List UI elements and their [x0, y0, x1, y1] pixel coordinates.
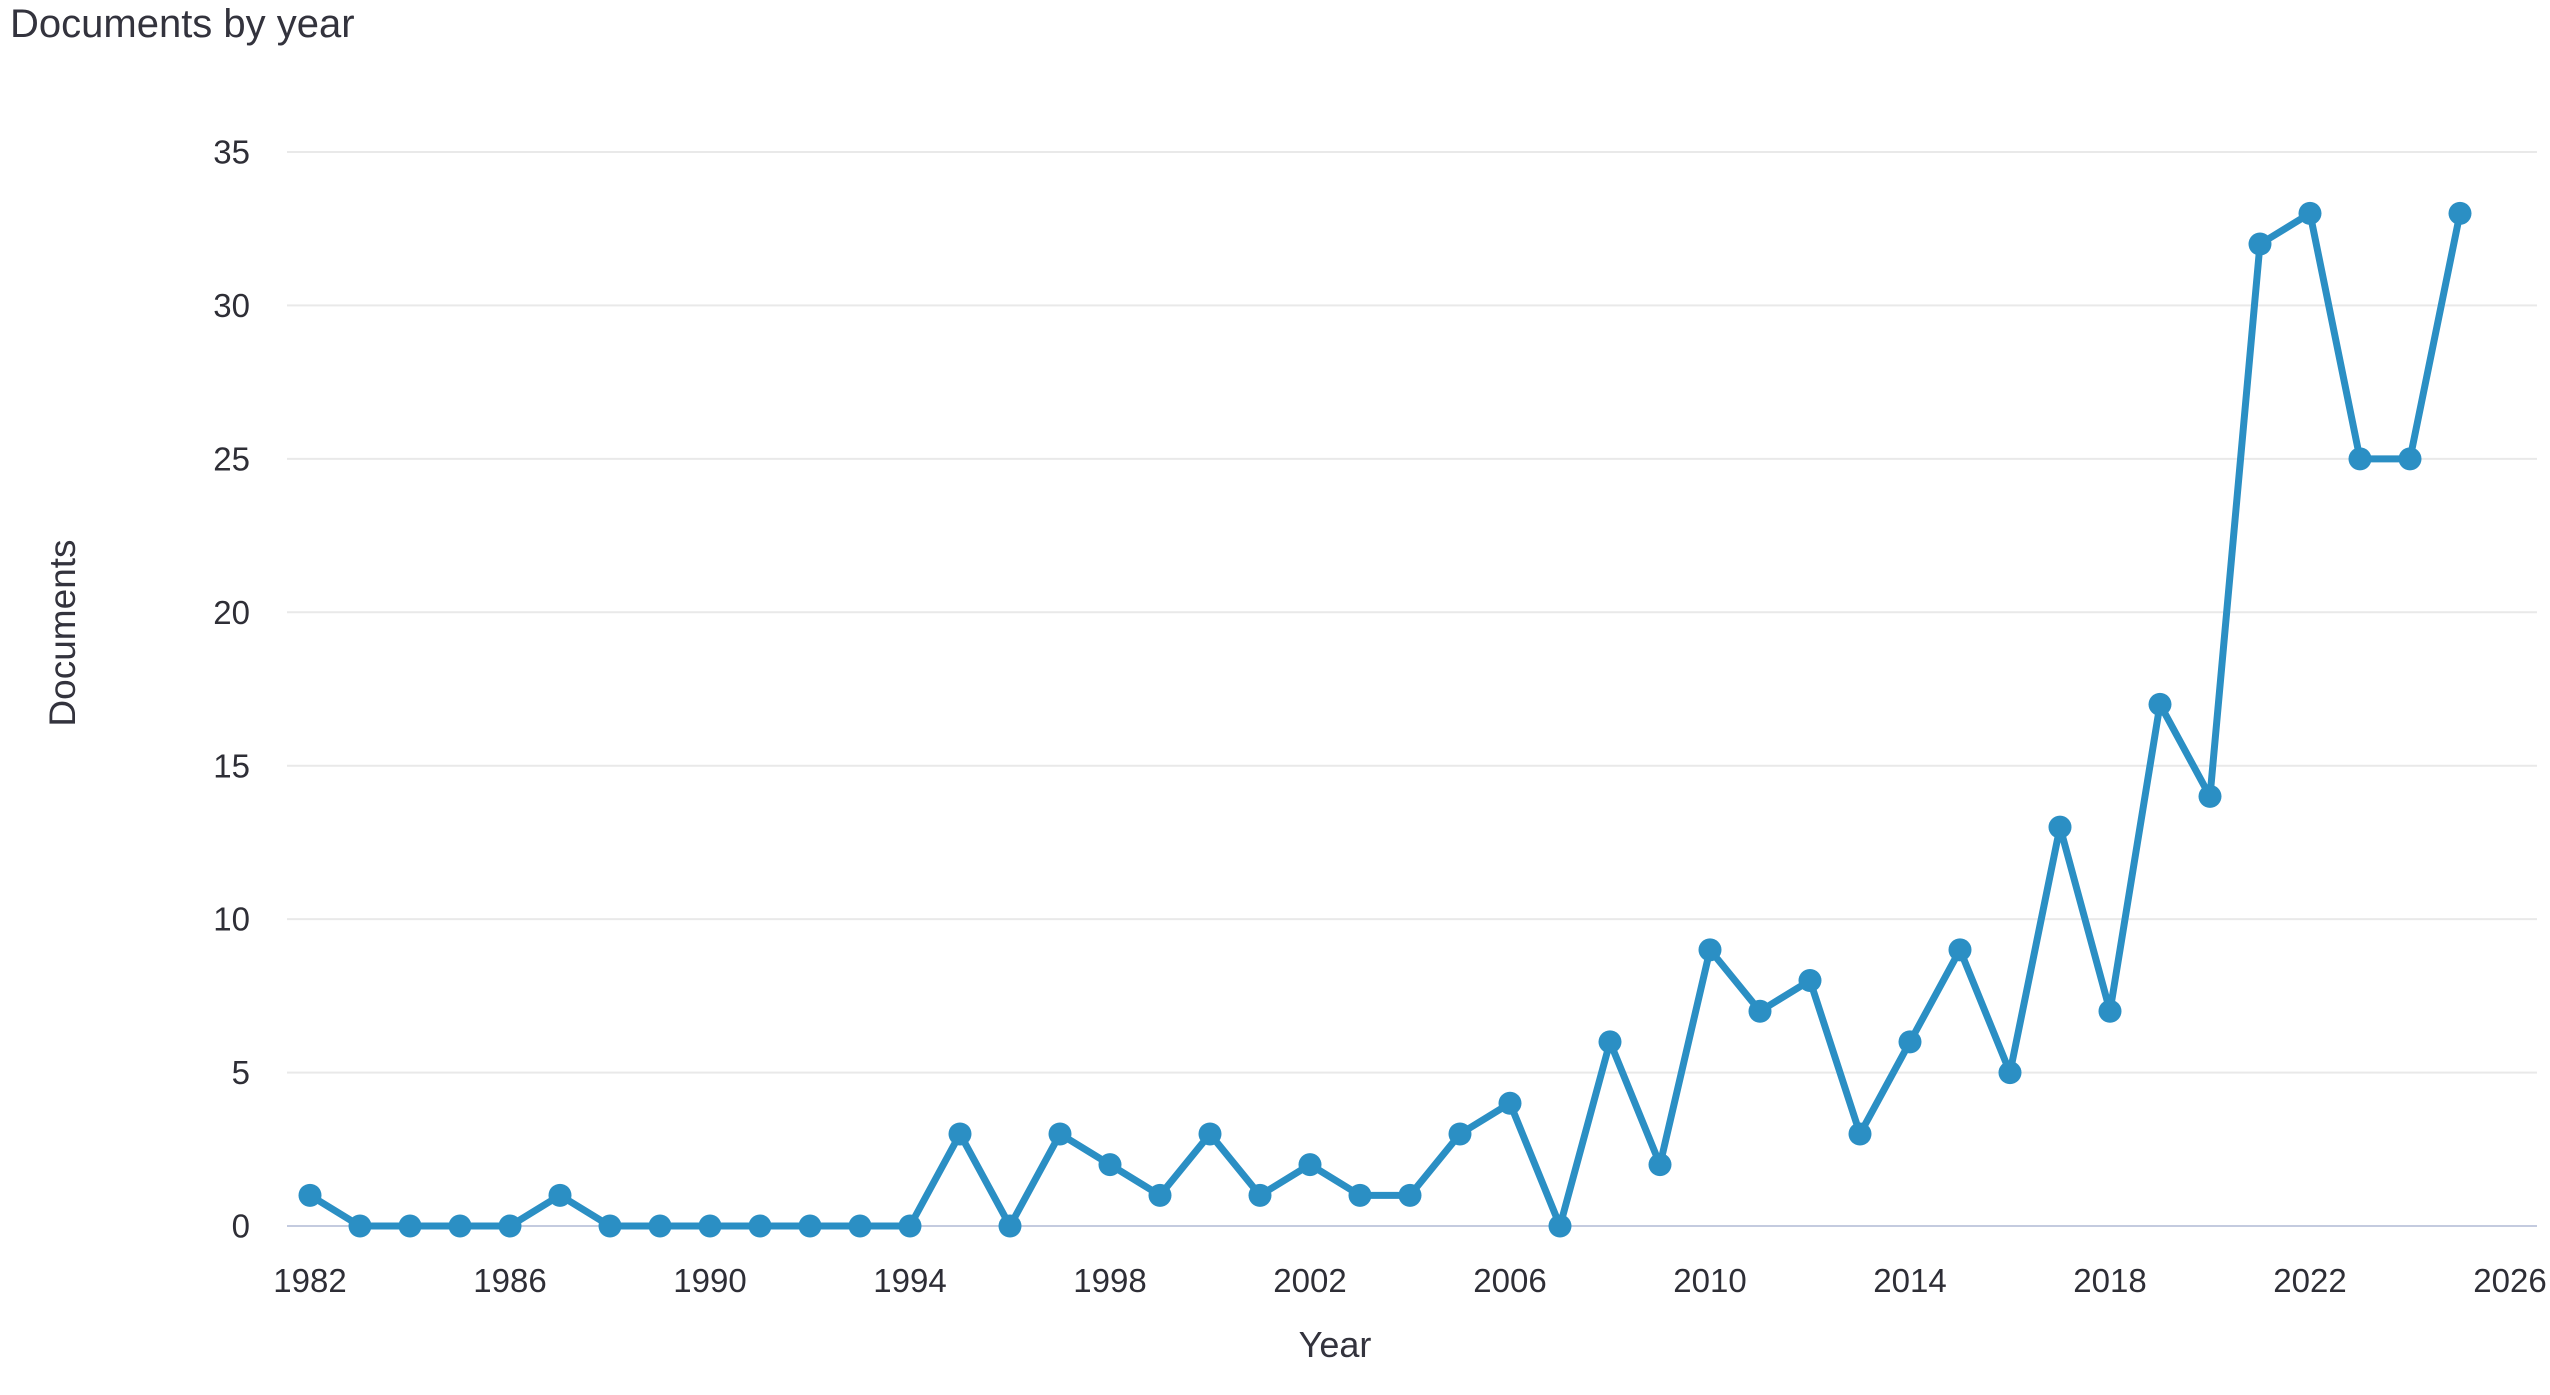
data-point-2022[interactable]	[2298, 201, 2322, 225]
data-point-1989[interactable]	[648, 1214, 672, 1238]
x-tick-label: 1982	[273, 1262, 346, 1299]
y-tick-label: 30	[213, 287, 250, 324]
data-point-2003[interactable]	[1348, 1183, 1372, 1207]
data-point-1982[interactable]	[298, 1183, 322, 1207]
data-point-2016[interactable]	[1998, 1061, 2022, 1085]
data-point-2025[interactable]	[2448, 201, 2472, 225]
data-point-2019[interactable]	[2148, 692, 2172, 716]
y-tick-label: 5	[232, 1054, 250, 1091]
data-point-1991[interactable]	[748, 1214, 772, 1238]
chart-title: Documents by year	[10, 2, 355, 46]
data-point-1990[interactable]	[698, 1214, 722, 1238]
data-point-1994[interactable]	[898, 1214, 922, 1238]
documents-line-series	[306, 209, 2464, 1230]
data-point-2005[interactable]	[1448, 1122, 1472, 1146]
data-point-2020[interactable]	[2198, 784, 2222, 808]
data-point-1996[interactable]	[998, 1214, 1022, 1238]
data-point-2013[interactable]	[1848, 1122, 1872, 1146]
data-point-2006[interactable]	[1498, 1091, 1522, 1115]
data-point-2012[interactable]	[1798, 969, 1822, 993]
x-tick-label: 2010	[1673, 1262, 1746, 1299]
y-tick-label: 25	[213, 440, 250, 477]
x-tick-label: 1990	[673, 1262, 746, 1299]
data-point-1984[interactable]	[398, 1214, 422, 1238]
x-tick-label: 1994	[873, 1262, 946, 1299]
data-point-2015[interactable]	[1948, 938, 1972, 962]
data-point-1997[interactable]	[1048, 1122, 1072, 1146]
data-point-2021[interactable]	[2248, 232, 2272, 256]
data-point-1987[interactable]	[548, 1183, 572, 1207]
x-tick-label: 2006	[1473, 1262, 1546, 1299]
data-point-2023[interactable]	[2348, 447, 2372, 471]
data-point-2001[interactable]	[1248, 1183, 1272, 1207]
x-tick-label: 2002	[1273, 1262, 1346, 1299]
data-point-1993[interactable]	[848, 1214, 872, 1238]
data-point-2007[interactable]	[1548, 1214, 1572, 1238]
x-tick-label: 2014	[1873, 1262, 1946, 1299]
y-tick-label: 35	[213, 134, 250, 171]
data-point-2024[interactable]	[2398, 447, 2422, 471]
x-axis-title: Year	[1298, 1324, 1372, 1365]
x-tick-label: 2022	[2273, 1262, 2346, 1299]
y-tick-label: 20	[213, 594, 250, 631]
data-point-1992[interactable]	[798, 1214, 822, 1238]
data-point-2004[interactable]	[1398, 1183, 1422, 1207]
y-tick-label: 10	[213, 901, 250, 938]
data-point-2009[interactable]	[1648, 1153, 1672, 1177]
y-axis-title: Documents	[42, 539, 83, 727]
data-point-1983[interactable]	[348, 1214, 372, 1238]
data-point-1985[interactable]	[448, 1214, 472, 1238]
data-point-2014[interactable]	[1898, 1030, 1922, 1054]
data-point-2002[interactable]	[1298, 1153, 1322, 1177]
y-tick-label: 0	[232, 1208, 250, 1245]
data-point-1998[interactable]	[1098, 1153, 1122, 1177]
data-point-2008[interactable]	[1598, 1030, 1622, 1054]
data-point-2011[interactable]	[1748, 999, 1772, 1023]
data-point-2010[interactable]	[1698, 938, 1722, 962]
data-point-2000[interactable]	[1198, 1122, 1222, 1146]
data-point-1995[interactable]	[948, 1122, 972, 1146]
data-point-2018[interactable]	[2098, 999, 2122, 1023]
x-tick-label: 1986	[473, 1262, 546, 1299]
data-point-1999[interactable]	[1148, 1183, 1172, 1207]
data-point-1988[interactable]	[598, 1214, 622, 1238]
x-tick-label: 2018	[2073, 1262, 2146, 1299]
x-tick-label: 2026	[2473, 1262, 2546, 1299]
y-tick-label: 15	[213, 747, 250, 784]
data-point-2017[interactable]	[2048, 815, 2072, 839]
x-tick-label: 1998	[1073, 1262, 1146, 1299]
data-point-1986[interactable]	[498, 1214, 522, 1238]
